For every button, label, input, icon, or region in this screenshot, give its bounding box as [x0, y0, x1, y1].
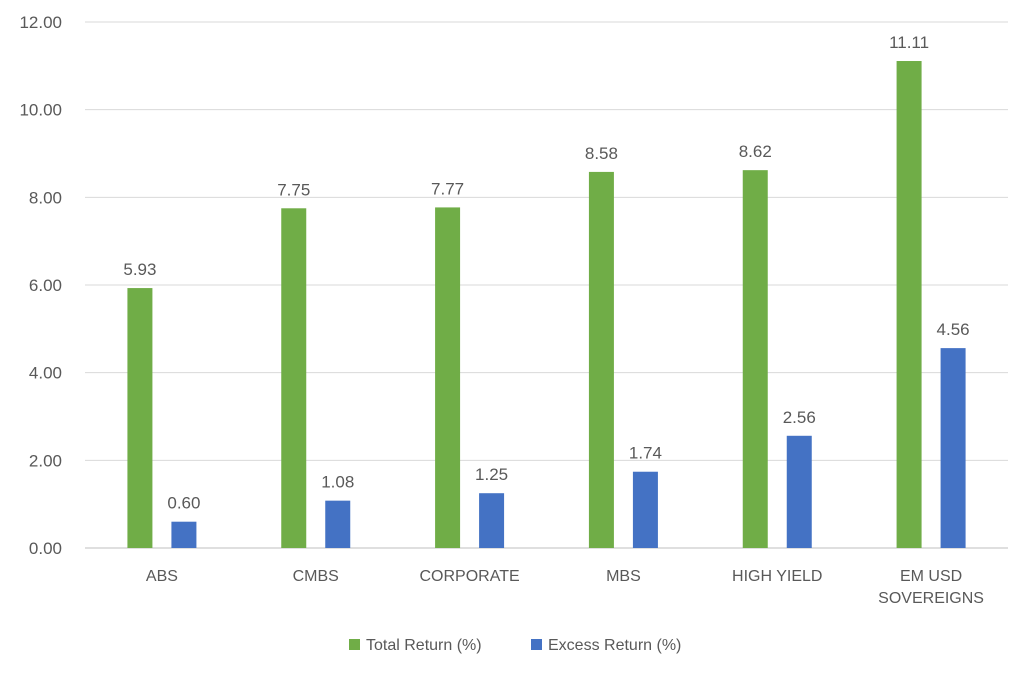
- total-return-bar: [896, 61, 922, 549]
- y-tick-label: 10.00: [19, 101, 62, 120]
- y-tick-label: 6.00: [29, 276, 62, 295]
- data-label: 4.56: [937, 320, 970, 339]
- bars: [127, 61, 966, 549]
- total-return-bar: [435, 207, 461, 549]
- excess-return-bar: [171, 521, 197, 548]
- data-label: 1.25: [475, 465, 508, 484]
- legend-label: Total Return (%): [366, 637, 482, 654]
- y-tick-label: 0.00: [29, 539, 62, 558]
- data-label: 1.74: [629, 444, 662, 463]
- legend-swatch: [349, 639, 360, 650]
- legend-swatch: [531, 639, 542, 650]
- data-label: 2.56: [783, 408, 816, 427]
- x-axis-ticks: ABS CMBS CORPORATE MBS HIGH YIELD EM USD SOVER…: [146, 568, 984, 607]
- y-tick-label: 8.00: [29, 188, 62, 207]
- data-label: 5.93: [123, 260, 156, 279]
- data-label: 0.60: [167, 494, 200, 513]
- x-tick-label: MBS: [606, 568, 641, 585]
- excess-return-bar: [325, 500, 351, 548]
- legend-label: Excess Return (%): [548, 637, 681, 654]
- x-tick-label: CMBS: [293, 568, 339, 585]
- total-return-bar: [588, 171, 614, 548]
- x-tick-label: SOVEREIGNS: [878, 590, 984, 607]
- legend: Total Return (%) Excess Return (%): [349, 637, 681, 654]
- excess-return-bar: [632, 471, 658, 548]
- data-label: 7.77: [431, 179, 464, 198]
- y-tick-label: 12.00: [19, 13, 62, 32]
- x-tick-label: CORPORATE: [420, 568, 520, 585]
- y-tick-label: 2.00: [29, 451, 62, 470]
- excess-return-bar: [940, 348, 966, 548]
- excess-return-bar: [479, 493, 505, 548]
- y-axis-ticks: 0.00 2.00 4.00 6.00 8.00 10.00 12.00: [19, 13, 62, 558]
- total-return-bar: [742, 170, 768, 548]
- gridlines: [85, 21, 1008, 549]
- y-tick-label: 4.00: [29, 364, 62, 383]
- x-tick-label: HIGH YIELD: [732, 568, 822, 585]
- x-tick-label: ABS: [146, 568, 178, 585]
- data-label: 8.62: [739, 142, 772, 161]
- data-labels: 5.93 0.60 7.75 1.08 7.77 1.25 8.58 1.74 8.62 2.56…: [123, 33, 969, 513]
- total-return-bar: [281, 208, 307, 548]
- excess-return-bar: [786, 435, 812, 548]
- total-return-bar: [127, 288, 153, 548]
- data-label: 7.75: [277, 180, 310, 199]
- data-label: 11.11: [889, 33, 929, 52]
- data-label: 8.58: [585, 144, 618, 163]
- data-label: 1.08: [321, 473, 354, 492]
- x-tick-label: EM USD: [900, 568, 962, 585]
